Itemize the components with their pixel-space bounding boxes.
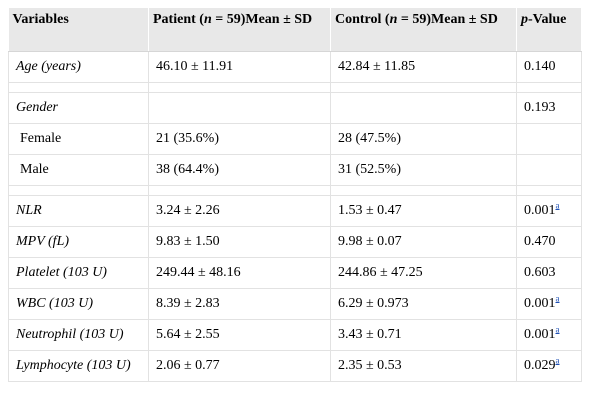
spacer-row xyxy=(8,185,582,196)
table-row: NLR 3.24 ± 2.26 1.53 ± 0.47 0.001a xyxy=(8,195,582,227)
cell-patient: 9.83 ± 1.50 xyxy=(148,226,331,258)
cell-variable: WBC (103 U) xyxy=(8,288,149,320)
cell-variable: NLR xyxy=(8,195,149,227)
cell-control: 2.35 ± 0.53 xyxy=(330,350,517,382)
cell-control: 3.43 ± 0.71 xyxy=(330,319,517,351)
cell-control: 244.86 ± 47.25 xyxy=(330,257,517,289)
comparison-table: Variables Patient (n = 59)Mean ± SD Cont… xyxy=(8,8,582,382)
footnote-link[interactable]: a xyxy=(555,200,560,211)
cell-variable: Neutrophil (103 U) xyxy=(8,319,149,351)
table-row: WBC (103 U) 8.39 ± 2.83 6.29 ± 0.973 0.0… xyxy=(8,288,582,320)
table-row: Female 21 (35.6%) 28 (47.5%) xyxy=(8,123,582,155)
cell-control: 42.84 ± 11.85 xyxy=(330,51,517,83)
header-row: Variables Patient (n = 59)Mean ± SD Cont… xyxy=(8,8,582,52)
header-variables: Variables xyxy=(8,8,149,52)
cell-control: 1.53 ± 0.47 xyxy=(330,195,517,227)
cell-control: 31 (52.5%) xyxy=(330,154,517,186)
header-patient: Patient (n = 59)Mean ± SD xyxy=(148,8,331,52)
cell-p-value: 0.001a xyxy=(516,195,582,227)
cell-patient: 249.44 ± 48.16 xyxy=(148,257,331,289)
cell-p-value: 0.193 xyxy=(516,92,582,124)
cell-variable: Lymphocyte (103 U) xyxy=(8,350,149,382)
cell-p-value: 0.603 xyxy=(516,257,582,289)
spacer-row xyxy=(8,82,582,93)
table-row: Age (years) 46.10 ± 11.91 42.84 ± 11.85 … xyxy=(8,51,582,83)
cell-control: 9.98 ± 0.07 xyxy=(330,226,517,258)
table-row: Platelet (103 U) 249.44 ± 48.16 244.86 ±… xyxy=(8,257,582,289)
cell-control xyxy=(330,92,517,124)
cell-variable: Female xyxy=(8,123,149,155)
footnote-link[interactable]: a xyxy=(555,355,560,366)
cell-variable: Platelet (103 U) xyxy=(8,257,149,289)
cell-patient: 38 (64.4%) xyxy=(148,154,331,186)
cell-p-value: 0.470 xyxy=(516,226,582,258)
footnote-link[interactable]: a xyxy=(555,324,560,335)
header-control: Control (n = 59)Mean ± SD xyxy=(330,8,517,52)
cell-variable: Male xyxy=(8,154,149,186)
cell-patient: 3.24 ± 2.26 xyxy=(148,195,331,227)
cell-p-value xyxy=(516,123,582,155)
cell-control: 6.29 ± 0.973 xyxy=(330,288,517,320)
table-row: Male 38 (64.4%) 31 (52.5%) xyxy=(8,154,582,186)
cell-patient: 5.64 ± 2.55 xyxy=(148,319,331,351)
cell-p-value: 0.001a xyxy=(516,319,582,351)
cell-patient: 2.06 ± 0.77 xyxy=(148,350,331,382)
cell-patient: 46.10 ± 11.91 xyxy=(148,51,331,83)
table-row: Lymphocyte (103 U) 2.06 ± 0.77 2.35 ± 0.… xyxy=(8,350,582,382)
cell-patient xyxy=(148,92,331,124)
cell-p-value: 0.140 xyxy=(516,51,582,83)
cell-patient: 8.39 ± 2.83 xyxy=(148,288,331,320)
cell-p-value: 0.029a xyxy=(516,350,582,382)
cell-variable: MPV (fL) xyxy=(8,226,149,258)
cell-p-value: 0.001a xyxy=(516,288,582,320)
cell-p-value xyxy=(516,154,582,186)
footnote-link[interactable]: a xyxy=(555,293,560,304)
cell-patient: 21 (35.6%) xyxy=(148,123,331,155)
cell-variable: Gender xyxy=(8,92,149,124)
cell-control: 28 (47.5%) xyxy=(330,123,517,155)
table-row: MPV (fL) 9.83 ± 1.50 9.98 ± 0.07 0.470 xyxy=(8,226,582,258)
cell-variable: Age (years) xyxy=(8,51,149,83)
table-row: Gender 0.193 xyxy=(8,92,582,124)
header-p-value: p-Value xyxy=(516,8,582,52)
table-row: Neutrophil (103 U) 5.64 ± 2.55 3.43 ± 0.… xyxy=(8,319,582,351)
